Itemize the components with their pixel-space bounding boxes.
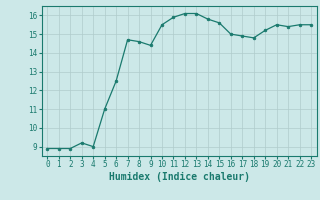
X-axis label: Humidex (Indice chaleur): Humidex (Indice chaleur) [109,172,250,182]
